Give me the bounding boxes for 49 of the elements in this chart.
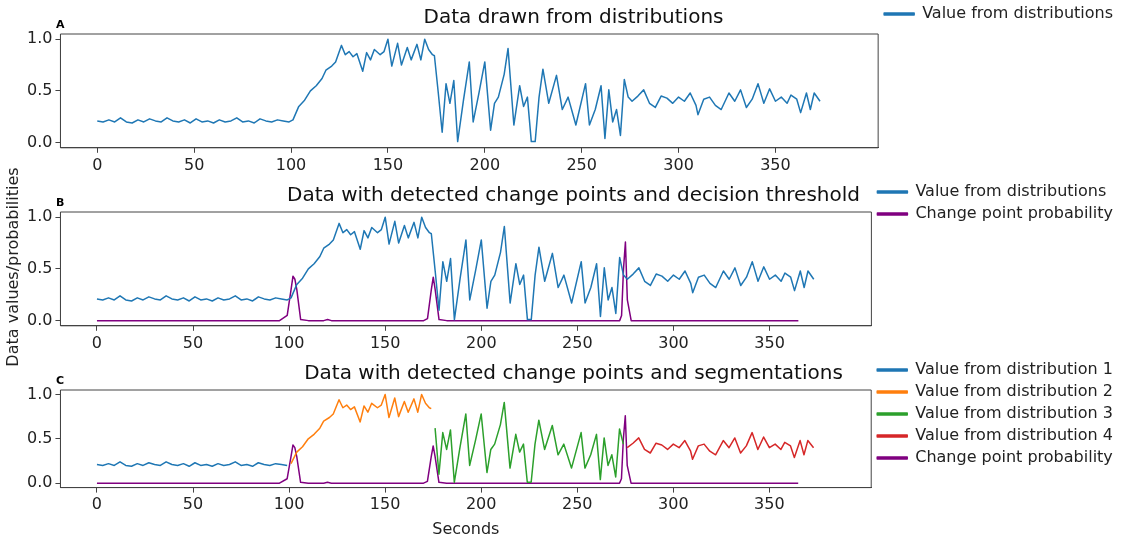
x-tick-label: 250: [566, 154, 597, 174]
x-tick-label: 300: [663, 154, 694, 174]
x-tick-label: 350: [760, 154, 791, 174]
legend-label: Value from distributions: [915, 181, 1107, 201]
text: A: [56, 18, 65, 32]
x-tick-label: 250: [561, 494, 593, 514]
y-tick-label: 0.5: [26, 427, 53, 447]
legend-label: Change point probability: [915, 203, 1114, 223]
x-tick-label: 250: [562, 332, 593, 352]
x-tick-label: 350: [754, 332, 785, 352]
y-tick-label: 0.5: [26, 258, 53, 278]
x-tick-label: 100: [273, 494, 305, 514]
x-tick-label: 200: [465, 494, 497, 514]
legend-label: Value from distribution 4: [915, 425, 1114, 445]
x-tick-label: 50: [183, 154, 205, 174]
chart-title: Data with detected change points and decision threshold: [287, 182, 860, 207]
legend-label: Value from distribution 1: [915, 359, 1114, 379]
legend-label: Value from distributions: [922, 3, 1113, 23]
x-tick-label: 0: [91, 332, 103, 352]
chart-title: Data with detected change points and segmentations: [304, 360, 843, 385]
x-tick-label: 50: [182, 332, 204, 352]
x-tick-label: 200: [469, 154, 501, 174]
y-tick-label: 1.0: [26, 28, 53, 48]
y-tick-label: 0.0: [26, 472, 53, 492]
x-tick-label: 0: [91, 494, 103, 514]
y-tick-label: 0.0: [26, 309, 53, 329]
x-tick-label: 100: [275, 154, 307, 174]
legend-label: Change point probability: [915, 447, 1113, 467]
x-tick-label: 300: [658, 494, 689, 514]
text: B: [56, 196, 65, 210]
x-tick-label: 150: [369, 494, 401, 514]
x-tick-label: 0: [92, 154, 103, 174]
y-axis-title: Data values/probabilities: [2, 167, 22, 367]
x-tick-label: 150: [369, 332, 401, 352]
legend-label: Value from distribution 3: [915, 403, 1114, 423]
y-tick-label: 1.0: [26, 206, 53, 226]
x-tick-label: 150: [372, 154, 404, 174]
x-tick-label: 350: [754, 494, 785, 514]
x-axis-title: Seconds: [432, 518, 500, 538]
x-tick-label: 100: [273, 332, 305, 352]
chart-title: Data drawn from distributions: [423, 4, 724, 29]
x-tick-label: 50: [182, 494, 204, 514]
y-tick-label: 1.0: [26, 383, 53, 403]
x-tick-label: 300: [658, 332, 689, 352]
text: C: [56, 374, 65, 388]
x-tick-label: 200: [466, 332, 497, 352]
legend-label: Value from distribution 2: [915, 381, 1114, 401]
y-tick-label: 0.5: [26, 80, 53, 100]
y-tick-label: 0.0: [26, 131, 53, 151]
